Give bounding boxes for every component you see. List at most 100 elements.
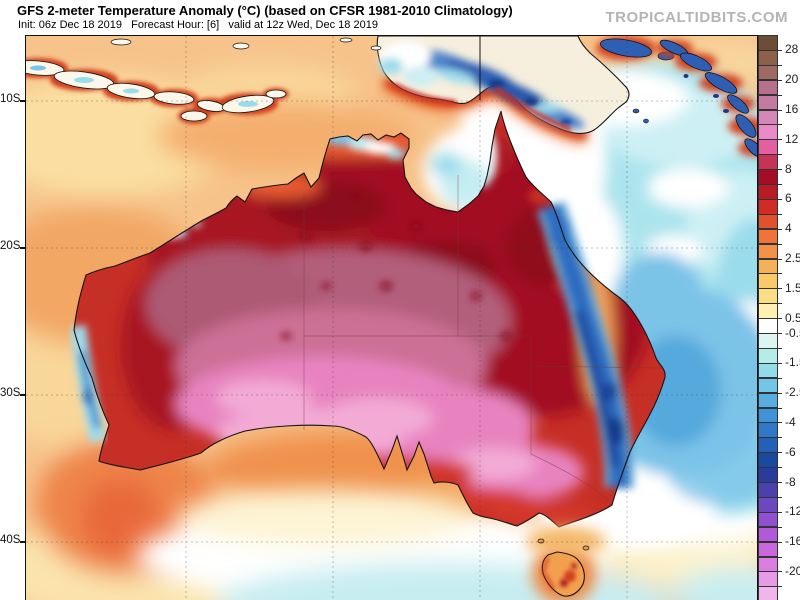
colorbar-segment bbox=[758, 333, 778, 349]
colorbar-segment bbox=[758, 541, 778, 558]
map-frame bbox=[25, 35, 758, 600]
colorbar-tick bbox=[778, 437, 782, 439]
latitude-tick bbox=[20, 247, 25, 249]
colorbar-label: -0.5 bbox=[785, 325, 800, 340]
colorbar-segment bbox=[758, 273, 778, 290]
colorbar-segment bbox=[758, 288, 778, 304]
colorbar-tick bbox=[778, 496, 782, 498]
colorbar-tick bbox=[778, 452, 782, 454]
colorbar-label: 0.5 bbox=[785, 310, 800, 325]
colorbar-label: -1.5 bbox=[785, 355, 800, 370]
colorbar-segment bbox=[758, 94, 778, 111]
colorbar-tick bbox=[778, 64, 782, 66]
colorbar-tick bbox=[778, 333, 782, 334]
colorbar-segment bbox=[758, 526, 778, 543]
new-guinea bbox=[376, 36, 675, 144]
latitude-tick bbox=[20, 100, 25, 102]
page-title: GFS 2-meter Temperature Anomaly (°C) (ba… bbox=[17, 3, 513, 18]
colorbar-label: 1.5 bbox=[785, 280, 800, 295]
colorbar-segment bbox=[758, 124, 778, 141]
colorbar-tick bbox=[778, 288, 782, 290]
colorbar-segment bbox=[758, 109, 778, 126]
colorbar-label: -8 bbox=[785, 474, 796, 489]
colorbar-segment bbox=[758, 407, 778, 424]
colorbar-label: -12 bbox=[785, 504, 800, 519]
colorbar-tick bbox=[778, 556, 782, 558]
colorbar-segment bbox=[758, 79, 778, 96]
colorbar-tick bbox=[778, 258, 782, 260]
colorbar-segment bbox=[758, 452, 778, 468]
colorbar-tick bbox=[778, 467, 782, 469]
colorbar-tick bbox=[778, 154, 782, 156]
colorbar-tick bbox=[778, 243, 782, 245]
colorbar-tick bbox=[778, 109, 782, 111]
colorbar-tick bbox=[778, 79, 782, 81]
colorbar-label: -16 bbox=[785, 534, 800, 549]
colorbar-tick bbox=[778, 422, 782, 424]
colorbar-label: 2.5 bbox=[785, 251, 800, 265]
latitude-label: 40S bbox=[0, 534, 21, 546]
colorbar-label: -20 bbox=[785, 563, 800, 578]
colorbar-segment bbox=[758, 64, 778, 81]
colorbar-tick bbox=[778, 362, 782, 364]
colorbar-label: 20 bbox=[785, 72, 799, 87]
colorbar-tick bbox=[778, 407, 782, 409]
colorbar-tick bbox=[778, 347, 782, 349]
colorbar-tick bbox=[778, 526, 782, 528]
latitude-tick bbox=[20, 394, 25, 396]
latitude-label: 30S bbox=[0, 387, 21, 399]
colorbar-segment bbox=[758, 258, 778, 275]
colorbar-segment bbox=[758, 49, 778, 66]
tasmania bbox=[526, 527, 606, 600]
colorbar-label: 4 bbox=[785, 221, 792, 236]
colorbar-tick bbox=[778, 511, 782, 513]
colorbar-segment bbox=[758, 35, 778, 51]
colorbar-label: -4 bbox=[785, 414, 796, 429]
solomon-islands bbox=[655, 39, 757, 158]
colorbar-segment bbox=[758, 169, 778, 185]
east-coast-cold-band bbox=[536, 201, 635, 489]
colorbar-tick bbox=[778, 273, 782, 275]
colorbar-label: -2.5 bbox=[785, 385, 800, 400]
colorbar-label: -6 bbox=[785, 444, 796, 459]
colorbar-segment bbox=[758, 243, 778, 260]
colorbar-label: 8 bbox=[785, 161, 792, 176]
colorbar-segment bbox=[758, 511, 778, 528]
colorbar-label: 28 bbox=[785, 42, 799, 57]
colorbar-tick bbox=[778, 184, 782, 185]
colorbar-segment bbox=[758, 198, 778, 215]
colorbar: 28 20 16 12 8 6 4 2.5 1.5 0.5-0.5 -1.5 -2.5 -4 -6 -8 -1… bbox=[758, 35, 800, 600]
latitude-tick bbox=[20, 541, 25, 543]
colorbar-tick bbox=[778, 169, 782, 171]
colorbar-tick bbox=[778, 586, 782, 588]
colorbar-tick bbox=[778, 124, 782, 126]
colorbar-label: 6 bbox=[785, 191, 792, 206]
colorbar-segment bbox=[758, 184, 778, 200]
colorbar-segment bbox=[758, 422, 778, 439]
colorbar-label: 12 bbox=[785, 131, 799, 146]
colorbar-segment bbox=[758, 377, 778, 394]
state-borders bbox=[303, 175, 663, 502]
init-forecast-line: Init: 06z Dec 18 2019 Forecast Hour: [6]… bbox=[18, 19, 378, 31]
colorbar-tick bbox=[778, 377, 782, 379]
colorbar-segment bbox=[758, 437, 778, 453]
colorbar-tick bbox=[778, 139, 782, 141]
colorbar-tick bbox=[778, 571, 782, 573]
anomaly-map bbox=[26, 36, 757, 600]
colorbar-segment bbox=[758, 213, 778, 230]
colorbar-tick bbox=[778, 482, 782, 483]
graticule bbox=[26, 36, 757, 600]
colorbar-tick bbox=[778, 318, 782, 320]
wa-coast-cool-sliver bbox=[70, 324, 106, 443]
colorbar-segment bbox=[758, 139, 778, 155]
latitude-label: 10S bbox=[0, 93, 21, 105]
colorbar-tick bbox=[778, 213, 782, 215]
colorbar-segment bbox=[758, 154, 778, 170]
colorbar-segment bbox=[758, 586, 778, 600]
colorbar-segment bbox=[758, 303, 778, 319]
colorbar-tick bbox=[778, 49, 782, 51]
colorbar-segment bbox=[758, 228, 778, 245]
colorbar-segment bbox=[758, 482, 778, 498]
colorbar-segment bbox=[758, 318, 778, 334]
